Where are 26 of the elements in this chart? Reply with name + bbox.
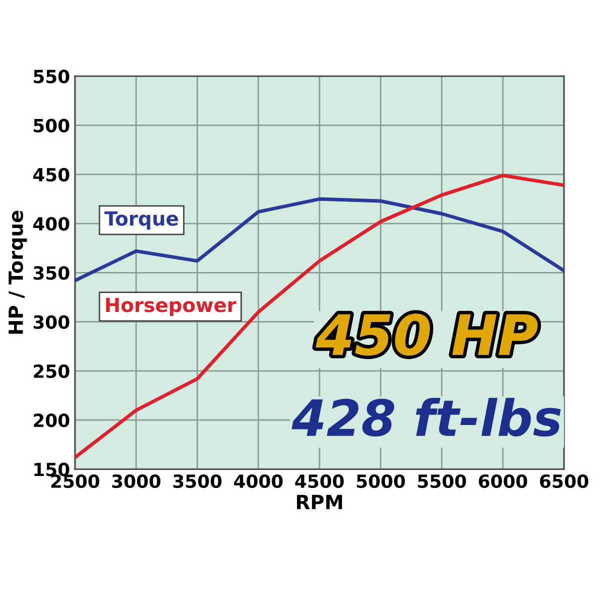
x-tick-label: 2500 [51,474,100,488]
x-axis-title: RPM [297,494,342,510]
line-series [75,174,564,460]
x-tick-label: 6500 [540,474,588,488]
y-tick-label: 300 [34,315,70,329]
y-tick-label: 500 [34,118,70,132]
y-tick-label: 200 [34,414,70,428]
x-tick-label: 4500 [295,474,344,488]
y-tick-label: 400 [33,217,70,231]
series-label: Horsepower [106,298,236,316]
annotation: 428 ft-lbs [292,398,561,437]
y-tick-label: 350 [34,266,70,280]
x-tick-label: 4000 [234,474,283,488]
y-tick-label: 250 [34,364,70,378]
annotation: 450 HP [316,314,538,356]
y-tick-label: 550 [34,70,70,84]
line-series [75,197,564,282]
y-tick-label: 150 [34,462,70,476]
x-tick-label: 5500 [418,474,466,488]
x-tick-label: 3500 [173,474,222,488]
series-label: Torque [104,211,178,230]
y-tick-label: 450 [33,168,70,182]
y-axis-title: HP / Torque [8,210,27,334]
x-tick-label: 5000 [356,474,405,488]
x-tick-label: 3000 [112,474,160,488]
x-tick-label: 6000 [478,474,528,488]
